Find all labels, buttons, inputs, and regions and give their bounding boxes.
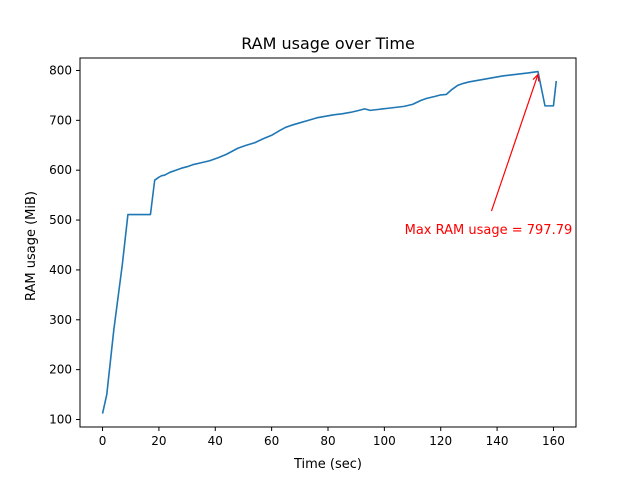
x-tick-label: 100 — [373, 434, 396, 448]
x-tick-label: 20 — [151, 434, 166, 448]
y-tick-label: 100 — [49, 413, 72, 427]
y-tick-label: 700 — [49, 113, 72, 127]
annotation-arrow-line — [490, 74, 539, 212]
x-tick-label: 120 — [429, 434, 452, 448]
chart-title: RAM usage over Time — [241, 34, 415, 53]
y-axis-label: RAM usage (MiB) — [24, 191, 39, 301]
plot-layer — [101, 70, 558, 414]
x-tick-label: 40 — [208, 434, 223, 448]
annotation-text: Max RAM usage = 797.79 — [405, 223, 573, 238]
x-tick-label: 140 — [486, 434, 509, 448]
y-tick-label: 400 — [49, 263, 72, 277]
y-tick-label: 600 — [49, 163, 72, 177]
x-tick-label: 0 — [99, 434, 107, 448]
y-tick-label: 200 — [49, 363, 72, 377]
axes-layer: 0 20 40 60 80 100 120 140 160 100 200 300 400 500 600 7… — [49, 57, 577, 448]
x-axis-label: Time (sec) — [293, 457, 362, 472]
x-tick-label: 80 — [320, 434, 335, 448]
annotation-arrow-head — [532, 73, 540, 82]
y-tick-label: 500 — [49, 213, 72, 227]
x-tick-label: 160 — [542, 434, 565, 448]
y-tick-label: 300 — [49, 313, 72, 327]
x-tick-label: 60 — [264, 434, 279, 448]
annotation-layer: Max RAM usage = 797.79 — [405, 73, 573, 238]
y-tick-label: 800 — [49, 63, 72, 77]
series-line-0 — [101, 70, 558, 414]
